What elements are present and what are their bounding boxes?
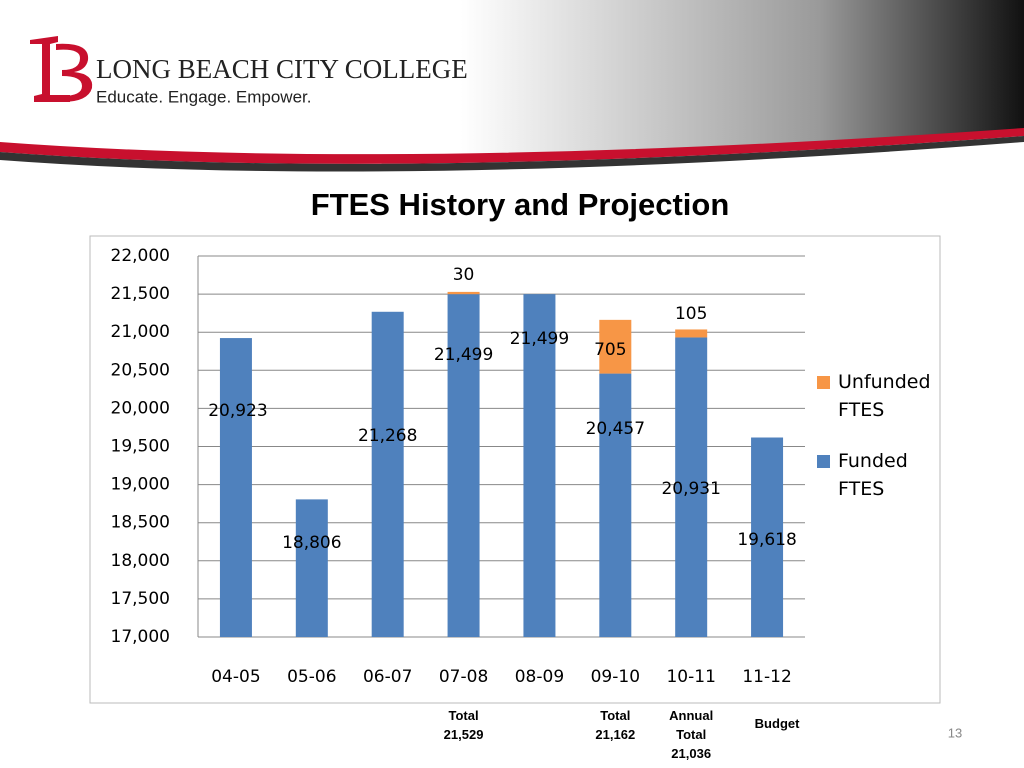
y-tick-label: 20,000 xyxy=(111,398,170,418)
bar-segment xyxy=(675,337,708,637)
data-label: 19,618 xyxy=(737,530,796,550)
bar-segment xyxy=(675,329,708,338)
annotation: Total xyxy=(448,708,479,723)
x-tick-label: 07-08 xyxy=(439,667,488,687)
data-label: 20,923 xyxy=(208,401,267,421)
y-tick-label: 21,000 xyxy=(111,322,170,342)
bar-segment xyxy=(751,437,784,637)
chart-frame xyxy=(89,235,941,704)
legend-label: Funded FTES xyxy=(838,450,908,500)
page-number: 13 xyxy=(948,725,962,740)
data-label: 30 xyxy=(453,265,475,285)
data-label: 105 xyxy=(675,304,707,324)
y-tick-label: 19,000 xyxy=(111,475,170,495)
x-tick-label: 09-10 xyxy=(591,667,640,687)
y-tick-label: 18,500 xyxy=(111,513,170,533)
data-label: 705 xyxy=(594,340,626,360)
y-tick-label: 22,000 xyxy=(111,246,170,266)
header-background xyxy=(0,0,1024,160)
legend-swatch xyxy=(817,376,830,389)
y-tick-label: 21,500 xyxy=(111,284,170,304)
x-tick-label: 05-06 xyxy=(287,667,336,687)
annotation: 21,162 xyxy=(595,727,636,742)
x-tick-label: 10-11 xyxy=(666,667,715,687)
y-tick-label: 18,000 xyxy=(111,551,170,571)
bar-segment xyxy=(371,311,404,637)
data-label: 21,268 xyxy=(358,426,417,446)
legend-label: Unfunded FTES xyxy=(838,371,931,421)
bar-segment xyxy=(599,373,632,637)
data-label: 18,806 xyxy=(282,533,341,553)
college-name: LONG BEACH CITY COLLEGE xyxy=(96,54,468,84)
data-label: 21,499 xyxy=(510,329,569,349)
annotation: Total xyxy=(600,708,631,723)
header-swoosh-red xyxy=(0,128,1024,164)
bar-segment xyxy=(447,291,480,295)
annotation: 21,036 xyxy=(671,746,712,761)
x-tick-label: 06-07 xyxy=(363,667,412,687)
bar-segment xyxy=(523,294,556,637)
logo xyxy=(30,36,93,102)
data-label: 20,457 xyxy=(586,419,645,439)
bar-segment xyxy=(295,499,328,637)
y-tick-label: 20,500 xyxy=(111,360,170,380)
data-label: 21,499 xyxy=(434,345,493,365)
chart-title: FTES History and Projection xyxy=(311,187,730,222)
x-tick-label: 11-12 xyxy=(742,667,791,687)
y-tick-label: 17,000 xyxy=(111,627,170,647)
legend-swatch xyxy=(817,455,830,468)
x-tick-label: 08-09 xyxy=(515,667,564,687)
y-tick-label: 19,500 xyxy=(111,437,170,457)
bar-segment xyxy=(219,338,252,637)
tagline: Educate. Engage. Empower. xyxy=(96,87,311,106)
bar-segment xyxy=(447,294,480,637)
annotation: Annual xyxy=(669,708,714,723)
y-tick-label: 17,500 xyxy=(111,589,170,609)
data-label: 20,931 xyxy=(661,479,720,499)
x-tick-label: 04-05 xyxy=(211,667,260,687)
header-swoosh-dark xyxy=(0,136,1024,172)
bar-segment xyxy=(599,319,632,374)
annotation: Budget xyxy=(754,716,800,731)
annotation: 21,529 xyxy=(443,727,484,742)
annotation: Total xyxy=(676,727,707,742)
